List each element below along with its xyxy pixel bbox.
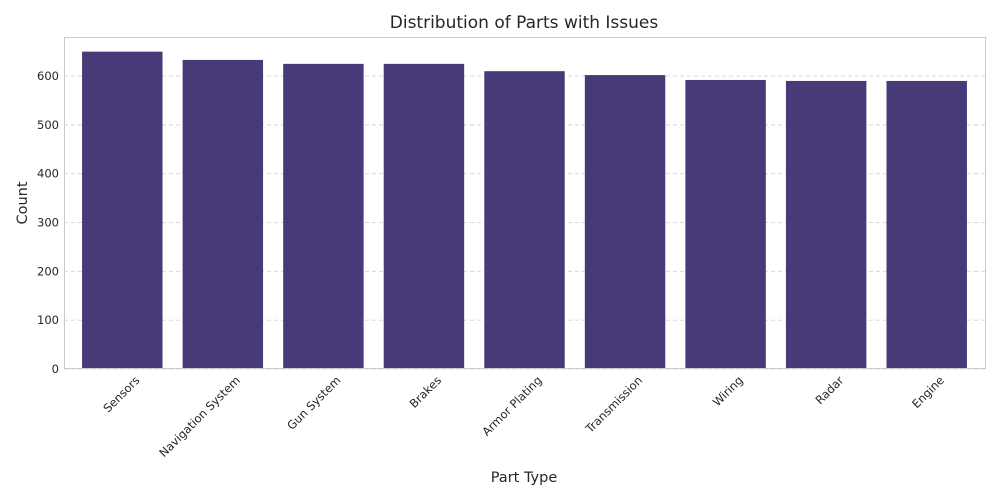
x-tick-label: Engine — [909, 373, 947, 411]
bar-navigation-system — [182, 59, 264, 370]
x-tick-label: Radar — [812, 373, 846, 407]
bars — [82, 51, 967, 370]
x-tick-label: Transmission — [582, 373, 645, 436]
y-tick-label: 500 — [37, 118, 59, 132]
x-tick-label: Gun System — [284, 373, 343, 432]
bar-brakes — [383, 63, 465, 370]
y-axis-label: Count — [15, 181, 31, 224]
bar-gun-system — [283, 63, 364, 370]
bar-engine — [886, 80, 967, 370]
y-axis-ticks: 0 100 200 300 400 500 600 — [37, 69, 59, 376]
y-tick-label: 400 — [37, 167, 59, 181]
x-tick-label: Sensors — [100, 373, 142, 415]
bar-transmission — [584, 75, 666, 370]
bar-wiring — [685, 79, 766, 369]
bar-radar — [785, 80, 867, 370]
x-tick-label: Navigation System — [156, 373, 243, 460]
plot-frame — [64, 37, 986, 369]
y-tick-label: 100 — [37, 313, 59, 327]
y-tick-label: 300 — [37, 216, 59, 230]
chart-title: Distribution of Parts with Issues — [390, 13, 659, 33]
y-tick-label: 600 — [37, 69, 59, 83]
y-tick-label: 0 — [52, 362, 59, 376]
x-tick-label: Armor Plating — [479, 373, 544, 438]
x-tick-label: Brakes — [407, 373, 444, 410]
x-axis-ticks: Sensors Navigation System Gun System Brakes… — [100, 373, 946, 460]
bar-armor-plating — [484, 71, 565, 370]
x-tick-label: Wiring — [710, 373, 746, 409]
y-tick-label: 200 — [37, 264, 59, 278]
bar-sensors — [82, 51, 163, 369]
x-axis-label: Part Type — [491, 470, 558, 486]
